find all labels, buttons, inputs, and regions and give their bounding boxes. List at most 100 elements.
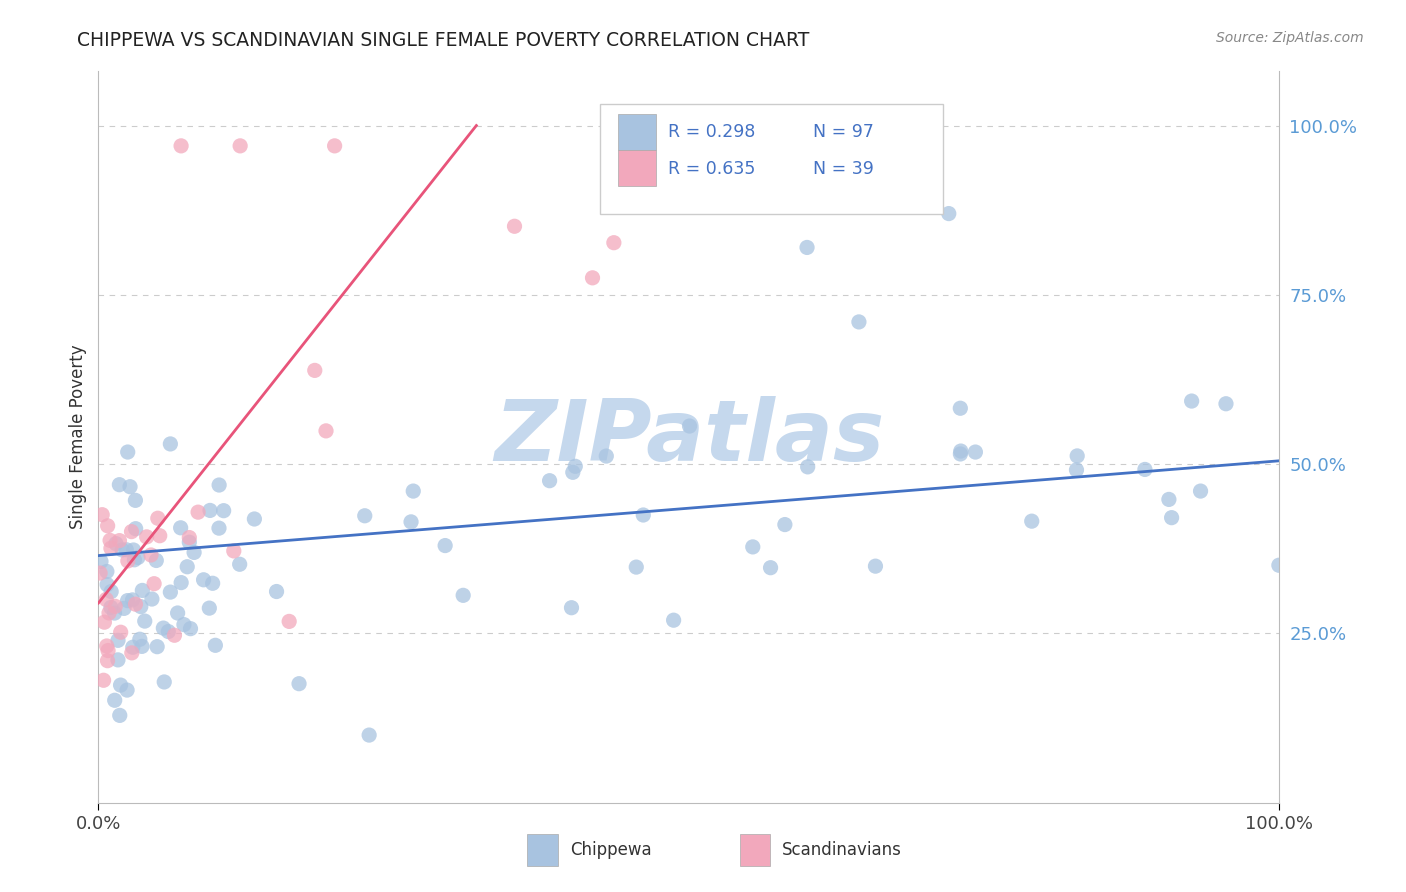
- Text: Scandinavians: Scandinavians: [782, 841, 903, 859]
- Point: [90, 554, 112, 568]
- Point: [451, 588, 474, 602]
- Point: [110, 625, 132, 640]
- Point: [91, 508, 114, 522]
- Point: [146, 511, 169, 525]
- Point: [124, 522, 146, 536]
- Point: [131, 583, 153, 598]
- Point: [965, 445, 987, 459]
- Point: [121, 524, 143, 539]
- Point: [122, 543, 145, 558]
- Point: [315, 424, 337, 438]
- Point: [949, 447, 972, 461]
- Point: [159, 585, 181, 599]
- Point: [96, 639, 118, 653]
- Point: [678, 419, 700, 434]
- Point: [96, 577, 118, 591]
- Point: [212, 504, 235, 518]
- Point: [222, 544, 245, 558]
- Point: [228, 558, 250, 572]
- Point: [96, 565, 118, 579]
- Point: [100, 600, 122, 615]
- Point: [100, 541, 122, 556]
- Point: [152, 621, 174, 635]
- Point: [93, 615, 115, 630]
- Point: [96, 592, 118, 607]
- Point: [121, 593, 143, 607]
- Point: [288, 676, 311, 690]
- Point: [208, 521, 231, 535]
- Point: [938, 206, 960, 220]
- Point: [169, 521, 191, 535]
- Point: [201, 576, 224, 591]
- Point: [110, 678, 132, 692]
- Point: [143, 576, 166, 591]
- Point: [266, 584, 288, 599]
- Point: [1268, 558, 1291, 573]
- Point: [173, 617, 195, 632]
- Point: [127, 550, 149, 565]
- Point: [117, 554, 139, 568]
- Point: [179, 622, 201, 636]
- Point: [98, 606, 121, 620]
- Point: [773, 517, 796, 532]
- Point: [560, 600, 582, 615]
- Point: [107, 653, 129, 667]
- Point: [104, 693, 127, 707]
- Point: [198, 601, 221, 615]
- Point: [145, 553, 167, 567]
- Point: [146, 640, 169, 654]
- Point: [124, 553, 146, 567]
- Point: [124, 597, 146, 611]
- Point: [166, 606, 188, 620]
- Text: CHIPPEWA VS SCANDINAVIAN SINGLE FEMALE POVERTY CORRELATION CHART: CHIPPEWA VS SCANDINAVIAN SINGLE FEMALE P…: [77, 31, 810, 50]
- Point: [229, 139, 252, 153]
- Text: N = 97: N = 97: [813, 123, 873, 141]
- Point: [100, 584, 122, 599]
- Point: [108, 708, 131, 723]
- Point: [193, 573, 215, 587]
- Point: [538, 474, 561, 488]
- Point: [179, 535, 201, 549]
- Point: [107, 633, 129, 648]
- FancyBboxPatch shape: [527, 834, 558, 866]
- Point: [170, 575, 193, 590]
- Point: [131, 640, 153, 654]
- Point: [97, 518, 120, 533]
- Point: [1066, 449, 1088, 463]
- Point: [129, 599, 152, 614]
- Point: [159, 437, 181, 451]
- Point: [1215, 397, 1237, 411]
- Point: [353, 508, 375, 523]
- Point: [359, 728, 381, 742]
- Point: [115, 542, 138, 557]
- Text: R = 0.635: R = 0.635: [668, 160, 755, 178]
- Point: [278, 615, 301, 629]
- Point: [89, 566, 111, 580]
- Point: [198, 503, 221, 517]
- Point: [135, 530, 157, 544]
- Point: [603, 235, 626, 250]
- Point: [176, 559, 198, 574]
- Point: [93, 673, 115, 688]
- Point: [741, 540, 763, 554]
- Point: [104, 599, 127, 614]
- Point: [183, 545, 205, 559]
- FancyBboxPatch shape: [619, 151, 655, 186]
- Point: [630, 166, 652, 180]
- Text: Chippewa: Chippewa: [569, 841, 651, 859]
- Point: [108, 477, 131, 491]
- Point: [503, 219, 526, 234]
- Point: [304, 363, 326, 377]
- Point: [1133, 462, 1156, 476]
- Point: [561, 466, 583, 480]
- Point: [399, 515, 422, 529]
- Point: [128, 632, 150, 647]
- Point: [208, 478, 231, 492]
- Point: [115, 683, 138, 698]
- Text: Source: ZipAtlas.com: Source: ZipAtlas.com: [1216, 31, 1364, 45]
- Point: [141, 592, 163, 607]
- Point: [104, 536, 127, 550]
- Text: N = 39: N = 39: [813, 160, 873, 178]
- Point: [103, 606, 125, 620]
- Point: [111, 543, 134, 558]
